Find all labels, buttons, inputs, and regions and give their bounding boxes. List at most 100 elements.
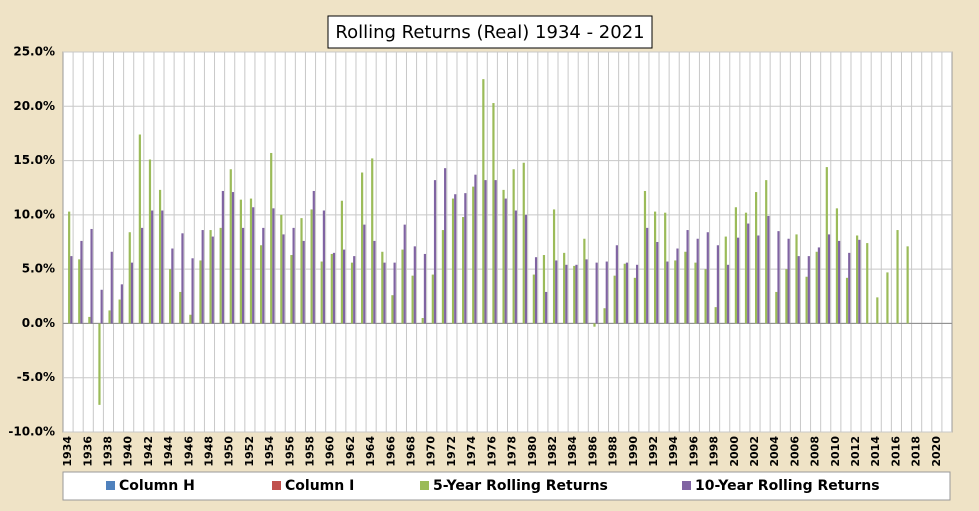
bar bbox=[350, 262, 354, 324]
bar bbox=[696, 238, 699, 324]
bar bbox=[158, 189, 162, 324]
y-tick-label: -10.0% bbox=[8, 425, 55, 439]
bar bbox=[78, 259, 81, 324]
bar bbox=[734, 207, 738, 324]
bar bbox=[98, 323, 101, 405]
x-tick-label: 2018 bbox=[910, 436, 923, 467]
bar bbox=[555, 260, 558, 324]
x-tick-label: 1984 bbox=[566, 436, 579, 467]
bar bbox=[613, 275, 616, 324]
bar bbox=[684, 251, 687, 324]
bar bbox=[118, 299, 121, 324]
bar bbox=[270, 152, 273, 324]
x-tick-label: 2014 bbox=[869, 436, 882, 467]
x-tick-label: 1988 bbox=[607, 436, 620, 467]
bar bbox=[130, 262, 134, 324]
legend-swatch bbox=[420, 481, 429, 490]
bar bbox=[472, 186, 475, 324]
bar bbox=[80, 240, 83, 324]
bar bbox=[777, 231, 780, 324]
bar bbox=[726, 264, 730, 324]
x-tick-label: 1944 bbox=[162, 436, 175, 467]
legend-label: 10-Year Rolling Returns bbox=[695, 478, 880, 494]
bar bbox=[128, 232, 131, 324]
bar bbox=[542, 255, 546, 324]
bar bbox=[674, 260, 677, 324]
bar bbox=[827, 234, 831, 324]
bar bbox=[259, 245, 263, 324]
x-tick-label: 2016 bbox=[889, 436, 902, 467]
bar bbox=[229, 169, 232, 324]
bar bbox=[797, 256, 800, 324]
bar bbox=[595, 262, 598, 324]
x-tick-label: 1934 bbox=[61, 436, 74, 467]
x-tick-label: 2010 bbox=[829, 436, 842, 467]
x-tick-label: 1974 bbox=[465, 436, 478, 467]
bar bbox=[413, 246, 416, 324]
x-tick-label: 1970 bbox=[425, 436, 438, 467]
bar bbox=[494, 180, 497, 324]
legend-label: Column H bbox=[119, 478, 195, 494]
bar bbox=[161, 210, 164, 324]
bar bbox=[290, 255, 293, 324]
bar bbox=[484, 180, 487, 324]
x-tick-label: 1990 bbox=[627, 436, 640, 467]
x-tick-label: 1942 bbox=[142, 436, 155, 467]
bar bbox=[482, 79, 485, 324]
bar bbox=[148, 159, 152, 324]
bar bbox=[653, 211, 657, 324]
legend-swatch bbox=[682, 481, 691, 490]
bar bbox=[623, 263, 626, 324]
bar bbox=[896, 230, 899, 324]
bar bbox=[332, 252, 336, 324]
bar bbox=[310, 209, 313, 324]
bar bbox=[300, 218, 303, 324]
bar bbox=[514, 210, 517, 324]
y-tick-label: 5.0% bbox=[22, 262, 55, 276]
x-tick-label: 2012 bbox=[849, 436, 862, 467]
bar bbox=[280, 214, 283, 324]
bar bbox=[322, 210, 326, 324]
x-tick-label: 1986 bbox=[586, 436, 599, 467]
bar bbox=[191, 258, 194, 324]
bar bbox=[737, 237, 740, 324]
x-tick-label: 1948 bbox=[202, 436, 215, 467]
bar bbox=[343, 249, 346, 324]
bar bbox=[615, 245, 618, 324]
bar bbox=[585, 259, 588, 324]
x-tick-label: 2002 bbox=[748, 436, 761, 467]
bar bbox=[706, 232, 709, 324]
bar bbox=[545, 291, 548, 324]
bar bbox=[110, 251, 113, 324]
chart-title: Rolling Returns (Real) 1934 - 2021 bbox=[335, 22, 644, 43]
y-tick-label: 20.0% bbox=[13, 99, 55, 113]
bar bbox=[817, 247, 821, 324]
bar bbox=[534, 257, 538, 324]
bar bbox=[795, 234, 798, 324]
y-tick-label: 10.0% bbox=[13, 207, 55, 221]
bar bbox=[302, 240, 305, 324]
x-tick-label: 1946 bbox=[182, 436, 195, 467]
bar bbox=[807, 256, 810, 324]
bar bbox=[714, 307, 717, 324]
bar bbox=[716, 245, 719, 324]
bar bbox=[757, 235, 760, 324]
bar bbox=[676, 248, 679, 324]
bar bbox=[201, 230, 204, 324]
x-tick-label: 1964 bbox=[364, 436, 377, 467]
x-tick-label: 1980 bbox=[526, 436, 539, 467]
bar bbox=[68, 211, 71, 324]
bar bbox=[403, 224, 406, 324]
bar bbox=[866, 243, 869, 324]
bar bbox=[635, 264, 639, 324]
bar bbox=[876, 297, 879, 324]
bar bbox=[371, 158, 374, 324]
bar bbox=[249, 198, 253, 324]
bar bbox=[522, 162, 525, 324]
bar bbox=[454, 194, 457, 324]
bar bbox=[886, 272, 889, 324]
bar bbox=[140, 227, 144, 324]
x-tick-label: 2006 bbox=[788, 436, 801, 467]
x-tick-label: 1966 bbox=[384, 436, 397, 467]
